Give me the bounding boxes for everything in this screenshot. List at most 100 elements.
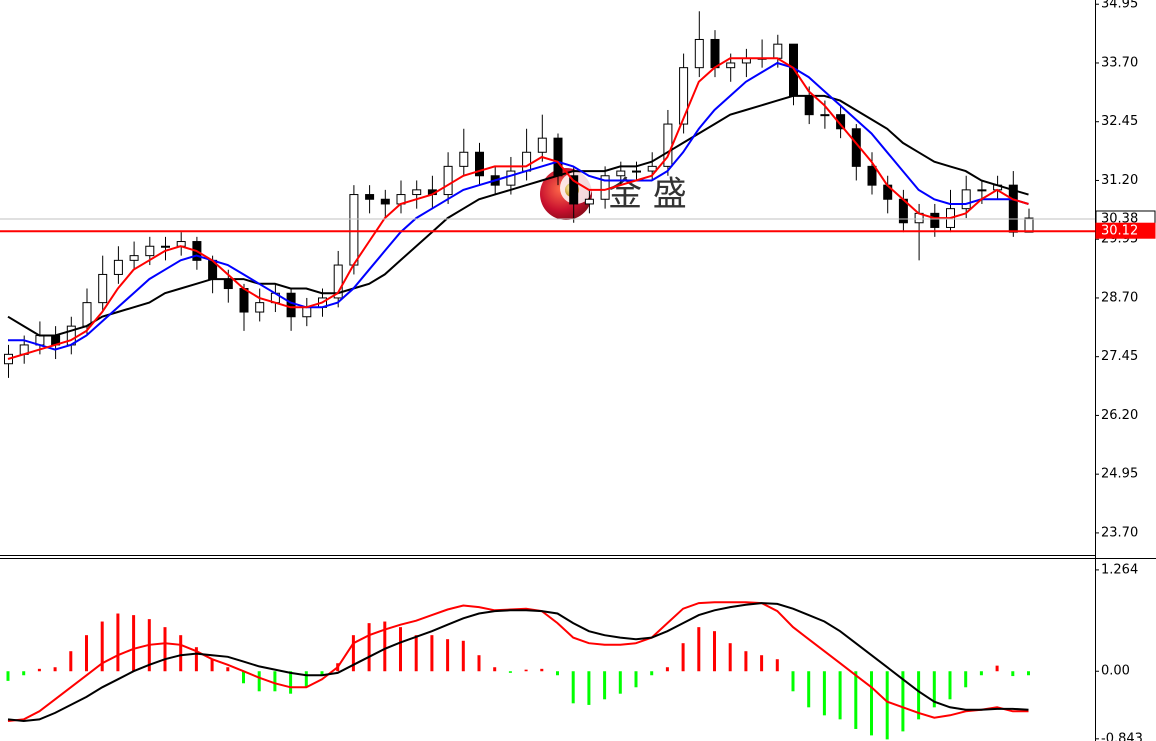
histogram-bar (22, 671, 26, 676)
histogram-bar (493, 667, 497, 672)
candle-body (694, 38, 704, 69)
candle-body (820, 114, 830, 117)
histogram-bar (53, 667, 57, 672)
histogram-bar (791, 671, 795, 692)
y-tick-label: 1.264 (1101, 562, 1138, 577)
histogram-bar (901, 671, 905, 732)
histogram-bar (1011, 671, 1015, 677)
candle-body (616, 170, 626, 177)
histogram-bar (948, 671, 952, 700)
candle-body (145, 245, 155, 257)
candle-body (600, 175, 610, 200)
histogram-bar (289, 671, 293, 694)
histogram-bar (854, 671, 858, 729)
indicator-line (7, 601, 1029, 722)
histogram-bar (132, 615, 136, 672)
histogram-bar (634, 671, 638, 688)
histogram-bar (681, 643, 685, 672)
indicator-line (8, 61, 1029, 351)
candle-body (1024, 217, 1034, 233)
indicator-line (7, 602, 1029, 723)
candle-body (349, 194, 359, 266)
histogram-bar (508, 671, 512, 673)
candle-body (98, 273, 108, 304)
histogram-bar (226, 667, 230, 672)
histogram-bar (822, 671, 826, 716)
histogram-bar (728, 643, 732, 672)
histogram-bar (257, 671, 261, 692)
candle-body (710, 38, 720, 69)
histogram-bar (477, 655, 481, 672)
histogram-bar (430, 635, 434, 672)
histogram-bar (556, 671, 559, 676)
candle-body (679, 67, 689, 125)
candle-body (977, 189, 987, 192)
histogram-bar (775, 659, 779, 672)
y-tick-label: 27.45 (1101, 349, 1138, 364)
candle-body (773, 43, 783, 59)
candle-body (726, 62, 736, 69)
histogram-bar (85, 635, 88, 672)
candle-body (286, 292, 296, 318)
histogram-bar (273, 671, 277, 692)
candle-body (569, 175, 579, 205)
histogram-bar (618, 671, 622, 694)
watermark-logo (540, 168, 592, 220)
candle-body (506, 170, 516, 186)
candle-body (365, 194, 375, 200)
candle-body (961, 189, 971, 210)
price-label-box (1095, 222, 1156, 239)
candle-body (82, 302, 92, 327)
histogram-bar (964, 671, 968, 688)
histogram-bar (210, 659, 214, 672)
y-tick-label: 28.70 (1101, 290, 1138, 305)
histogram-bar (320, 671, 324, 676)
candle-body (867, 165, 877, 186)
histogram-bar (1027, 671, 1030, 676)
histogram-bar (242, 671, 245, 684)
histogram-bar (6, 671, 10, 681)
candle-body (930, 212, 940, 228)
indicator-line (7, 94, 1029, 337)
histogram-bar (69, 651, 73, 672)
histogram-bar (540, 668, 544, 672)
histogram-bar (163, 627, 167, 672)
histogram-bar (179, 635, 183, 672)
y-tick-label: 33.70 (1101, 55, 1138, 70)
indicator-line (7, 57, 1029, 360)
histogram-bar (697, 627, 701, 672)
candle-body (129, 255, 139, 261)
price-label: 30.12 (1101, 224, 1138, 239)
histogram-bar (414, 635, 418, 672)
histogram-bar (744, 651, 748, 672)
candle-body (584, 198, 594, 205)
y-tick-label: 32.45 (1101, 114, 1138, 129)
histogram-bar (351, 635, 355, 672)
histogram-bar (713, 631, 716, 672)
histogram-bar (446, 639, 450, 672)
histogram-bar (650, 671, 654, 676)
histogram-bar (917, 671, 921, 720)
candle-body (804, 95, 814, 116)
candle-body (113, 259, 123, 275)
candle-body (302, 306, 312, 318)
histogram-bar (870, 671, 873, 736)
y-tick-label: 23.70 (1101, 525, 1138, 540)
candle-body (161, 245, 170, 248)
candle-body (255, 302, 265, 313)
histogram-bar (367, 623, 371, 672)
candle-body (836, 114, 846, 130)
histogram-bar (995, 665, 999, 672)
candle-body (223, 278, 233, 290)
candle-body (537, 137, 547, 153)
candle-body (459, 151, 469, 167)
candle-body (443, 165, 453, 196)
histogram-bar (304, 671, 308, 688)
histogram-bar (838, 671, 842, 720)
histogram-bar (383, 621, 387, 672)
histogram-bar (932, 671, 936, 708)
histogram-bar (524, 669, 528, 672)
histogram-bar (979, 671, 983, 676)
